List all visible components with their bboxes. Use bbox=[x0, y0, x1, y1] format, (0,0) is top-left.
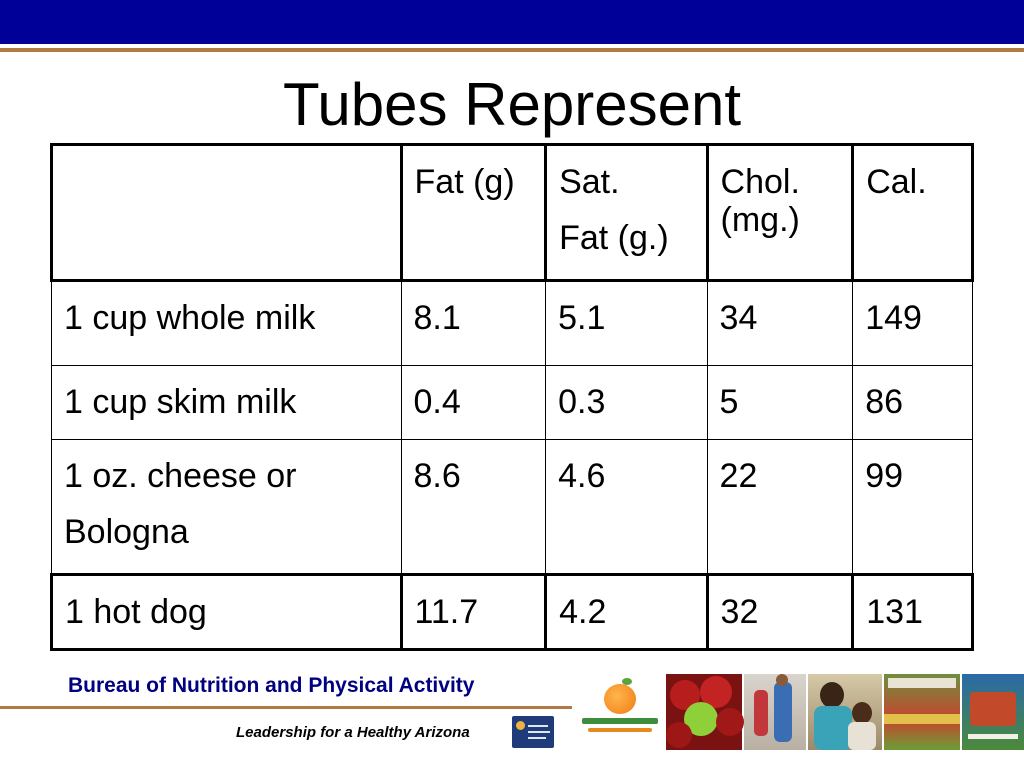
table-row: 1 oz. cheese or Bologna 8.6 4.6 22 99 bbox=[51, 439, 973, 575]
photo-strip bbox=[666, 674, 1024, 750]
bureau-name: Bureau of Nutrition and Physical Activit… bbox=[68, 674, 475, 697]
header-label: Chol. bbox=[720, 163, 800, 201]
cal-cell: 86 bbox=[852, 365, 973, 440]
tagline: Leadership for a Healthy Arizona bbox=[236, 724, 470, 741]
apples-photo bbox=[666, 674, 744, 750]
mother-daughter-photo bbox=[808, 674, 882, 750]
header-cell-cal: Cal. bbox=[851, 143, 974, 282]
table-header-row: Fat (g) Sat. Fat (g.) Chol. (mg.) Cal. bbox=[50, 143, 974, 282]
sat-fat-cell: 0.3 bbox=[545, 365, 708, 440]
family-exercise-photo bbox=[744, 674, 806, 750]
header-bar bbox=[0, 0, 1024, 44]
sat-fat-cell: 4.6 bbox=[545, 439, 708, 575]
chol-cell: 22 bbox=[706, 439, 854, 575]
header-label: Cal. bbox=[866, 163, 927, 201]
header-cell-blank bbox=[50, 143, 403, 282]
champions-for-change-logo bbox=[578, 678, 662, 742]
adhs-logo bbox=[512, 716, 554, 748]
header-divider bbox=[0, 48, 1024, 52]
header-cell-sat-fat: Sat. Fat (g.) bbox=[544, 143, 709, 282]
slide-title: Tubes Represent bbox=[282, 71, 742, 138]
food-cell: 1 cup skim milk bbox=[51, 365, 402, 440]
bookcover-photo bbox=[962, 674, 1024, 750]
header-label: Fat (g) bbox=[414, 163, 515, 201]
apple-icon bbox=[604, 684, 636, 714]
food-cell: 1 hot dog bbox=[50, 573, 403, 651]
table-row: 1 cup whole milk 8.1 5.1 34 149 bbox=[51, 280, 973, 366]
produce-stand-photo bbox=[884, 674, 960, 750]
table-row: 1 hot dog 11.7 4.2 32 131 bbox=[50, 573, 974, 651]
fat-cell: 11.7 bbox=[399, 573, 548, 651]
header-cell-fat: Fat (g) bbox=[399, 143, 548, 282]
sat-fat-cell: 4.2 bbox=[544, 573, 709, 651]
fat-cell: 8.1 bbox=[400, 280, 547, 366]
cal-cell: 149 bbox=[852, 280, 973, 366]
leaf-icon bbox=[622, 678, 632, 685]
chol-cell: 32 bbox=[705, 573, 855, 651]
header-cell-chol: Chol. (mg.) bbox=[705, 143, 855, 282]
fat-cell: 8.6 bbox=[400, 439, 547, 575]
chol-cell: 5 bbox=[706, 365, 854, 440]
header-label: (mg.) bbox=[720, 201, 800, 239]
food-cell: 1 oz. cheese or Bologna bbox=[51, 439, 402, 575]
header-label: Fat (g.) bbox=[559, 219, 669, 257]
nutrition-table: Fat (g) Sat. Fat (g.) Chol. (mg.) Cal. 1… bbox=[50, 143, 974, 651]
sat-fat-cell: 5.1 bbox=[545, 280, 708, 366]
table-row: 1 cup skim milk 0.4 0.3 5 86 bbox=[51, 365, 973, 440]
food-cell: 1 cup whole milk bbox=[51, 280, 402, 366]
header-label: Sat. bbox=[559, 163, 620, 201]
sun-icon bbox=[516, 721, 525, 730]
fat-cell: 0.4 bbox=[400, 365, 547, 440]
cal-cell: 131 bbox=[851, 573, 974, 651]
cal-cell: 99 bbox=[852, 439, 973, 575]
footer-divider bbox=[0, 706, 572, 709]
chol-cell: 34 bbox=[706, 280, 854, 366]
